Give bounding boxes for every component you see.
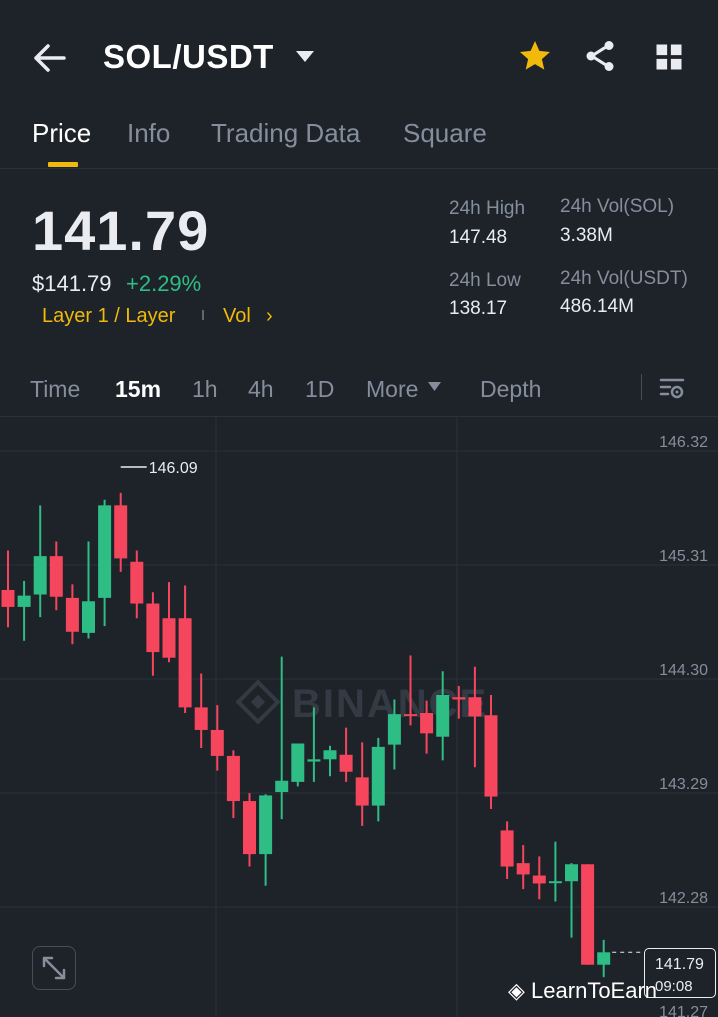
chevron-right-icon[interactable]: › [266,305,273,327]
stat-vol-sol-label: 24h Vol(SOL) [560,196,675,217]
candle-body [49,556,63,597]
candle-body [387,714,401,745]
tab-square[interactable]: Square [403,118,487,148]
candle-body [1,589,15,607]
candle-body [162,618,176,658]
candle-body [114,505,128,559]
candle-body [130,561,144,604]
candle-body [291,743,305,782]
tab-info[interactable]: Info [127,118,171,148]
candle-body [275,780,289,793]
candle-body [355,777,369,806]
candle-body [226,755,240,802]
candle-body [420,713,434,734]
price-change: +2.29% [126,271,202,296]
vol-tag[interactable]: Vol [223,305,251,327]
y-tick-label: 144.30 [659,662,708,679]
candle-body [82,601,95,633]
candle-body [243,801,256,855]
candlestick-chart[interactable]: BINANCE 146.32145.31144.30143.29142.2814… [0,417,718,1017]
tab-trading-data[interactable]: Trading Data [211,118,361,148]
stat-low-label: 24h Low [449,270,521,291]
binance-watermark: BINANCE [235,679,486,726]
candle-body [323,750,337,760]
top-bar: SOL/USDT [0,0,718,110]
usd-price: $141.79 [32,271,112,296]
y-tick-label: 146.32 [659,434,708,451]
candle-body [33,556,47,595]
countdown-label: 09:08 [655,978,693,995]
tab-price[interactable]: Price [32,118,92,148]
active-tab-indicator [48,162,78,167]
stat-low-value: 138.17 [449,298,508,319]
stat-vol-usdt-value: 486.14M [560,296,634,317]
candle-body [452,697,466,700]
learn-to-earn-watermark: ◈ LearnToEarn [508,978,657,1004]
candle-body [65,597,79,632]
candle-body [597,952,611,965]
grid-icon[interactable] [654,42,684,72]
candle-body [500,830,514,867]
stat-vol-usdt-label: 24h Vol(USDT) [560,268,688,289]
interval-time[interactable]: Time [30,376,81,402]
interval-1d[interactable]: 1D [305,376,335,402]
y-tick-label: 145.31 [659,548,708,565]
interval-bar: Time 15m 1h 4h 1D More Depth [0,360,718,417]
back-arrow-icon[interactable] [30,38,70,78]
interval-divider [641,374,642,400]
interval-more[interactable]: More [366,376,419,402]
candle-body [516,863,530,875]
high-marker: 146.09 [120,460,644,953]
category-tag[interactable]: Layer 1 / Layer [42,305,176,327]
last-price: 141.79 [32,199,210,262]
candle-body [581,864,595,965]
y-axis: 146.32 145.31 144.30 143.29 142.28 141.27 [659,434,708,1017]
chevron-down-icon[interactable] [295,50,315,64]
interval-depth[interactable]: Depth [480,376,542,402]
candle-body [178,618,192,708]
watermark-brand: LearnToEarn [531,978,658,1003]
stat-vol-sol-value: 3.38M [560,225,613,246]
candle-body [307,759,321,762]
expand-chart-button[interactable] [32,946,76,990]
interval-4h[interactable]: 4h [248,376,274,402]
candle-body [17,595,31,607]
candle-body [436,694,450,737]
y-tick-label: 142.28 [659,890,708,907]
stat-high-label: 24h High [449,198,526,219]
candle-body [98,505,112,598]
stat-high-value: 147.48 [449,227,508,248]
y-tick-label: 141.27 [659,1004,708,1017]
candle-body [146,603,160,653]
candles [1,492,611,978]
candle-body [259,795,273,855]
y-tick-label: 143.29 [659,776,708,793]
candle-body [194,707,208,730]
expand-icon [42,956,66,980]
diamond-logo-icon: ◈ [508,978,525,1003]
interval-1h[interactable]: 1h [192,376,218,402]
candle-body [565,864,578,882]
candle-body [404,714,417,717]
section-tabs: Price Info Trading Data Square [0,110,718,169]
candle-body [339,754,353,772]
candle-body [371,746,385,806]
tag-divider [202,310,204,320]
candle-body [484,715,498,797]
chart-settings-icon[interactable] [658,374,686,402]
candle-body [210,729,224,756]
caret-down-icon[interactable] [428,382,441,392]
share-icon[interactable] [582,38,618,74]
interval-15m[interactable]: 15m [115,376,162,402]
candle-body [532,875,546,884]
current-price-box: 141.79 09:08 [644,948,716,998]
current-price-label: 141.79 [655,956,704,973]
star-icon[interactable] [517,38,553,74]
candle-body [548,881,562,884]
high-marker-label: 146.09 [149,460,198,477]
candle-body [468,697,482,717]
pair-title[interactable]: SOL/USDT [103,38,274,75]
